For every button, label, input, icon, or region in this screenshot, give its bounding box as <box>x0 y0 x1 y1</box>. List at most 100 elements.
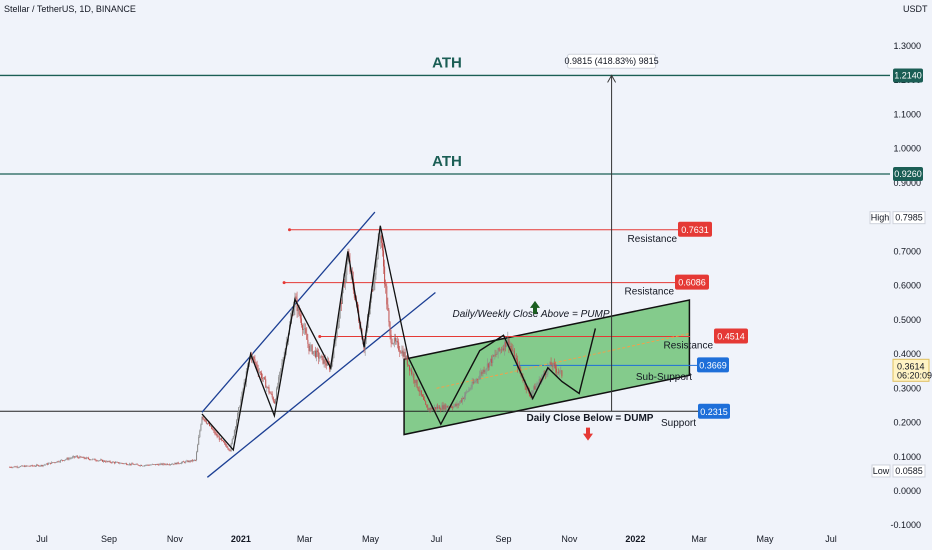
candle-body <box>191 460 193 462</box>
candle-body <box>375 259 377 275</box>
candle-body <box>534 386 536 390</box>
ath-badge <box>893 167 923 182</box>
candle-body <box>504 341 506 350</box>
chart-title: Stellar / TetherUS, 1D, BINANCE <box>4 4 136 14</box>
candle-body <box>255 362 257 365</box>
candle-body <box>50 462 52 464</box>
candle-body <box>199 430 201 438</box>
candle-body <box>146 464 148 466</box>
candle-body <box>142 465 144 467</box>
candle-body <box>97 460 99 462</box>
candle-body <box>62 459 64 461</box>
candle-body <box>217 436 219 438</box>
sub-support-badge-value: 0.3669 <box>699 360 727 370</box>
candle-body <box>374 274 376 284</box>
candle-body <box>308 343 310 351</box>
candle-body <box>475 379 477 382</box>
candle-body <box>11 467 13 468</box>
candle-body <box>482 369 484 374</box>
candle-body <box>86 457 88 459</box>
candle-body <box>396 341 398 342</box>
candle-body <box>398 342 400 351</box>
candle-body <box>183 461 185 463</box>
candle-body <box>189 460 191 462</box>
candle-body <box>196 452 198 461</box>
candle-body <box>100 459 102 461</box>
candle-body <box>127 464 129 466</box>
candle-body <box>104 460 106 462</box>
candle-body <box>165 463 167 465</box>
candle-body <box>326 361 328 366</box>
candle-body <box>469 388 471 390</box>
candle-body <box>144 465 146 466</box>
high-value-tag <box>892 211 926 225</box>
candle-body <box>429 408 431 410</box>
arrow-down-icon <box>583 427 593 441</box>
candle-body <box>79 456 81 459</box>
candle-body <box>32 465 34 467</box>
candle-body <box>431 407 433 410</box>
candle-body <box>325 363 327 366</box>
candle-body <box>236 420 238 427</box>
candle-body <box>41 465 43 467</box>
channel-zigzag <box>201 225 410 452</box>
candle-body <box>324 359 326 364</box>
candle-body <box>206 422 208 424</box>
candle-body <box>522 377 524 381</box>
candle-body <box>224 442 226 444</box>
candle-body <box>69 458 71 459</box>
candle-body <box>471 382 473 388</box>
candle-body <box>493 355 495 357</box>
candle-body <box>549 362 551 367</box>
candle-body <box>420 390 422 395</box>
channel-lower-line <box>206 291 436 478</box>
candle-body <box>190 460 192 462</box>
candle-body <box>82 457 84 458</box>
candle-body <box>463 398 465 399</box>
candle-body <box>39 465 41 467</box>
candle-body <box>444 404 446 410</box>
candle-body <box>187 460 189 463</box>
candle-body <box>186 460 188 462</box>
candle-body <box>138 465 140 466</box>
candle-body <box>170 464 172 465</box>
candle-body <box>455 404 457 406</box>
candle-body <box>30 465 32 467</box>
candle-body <box>27 465 29 467</box>
candle-body <box>17 467 19 468</box>
candle-body <box>135 464 137 465</box>
candle-body <box>538 379 540 384</box>
y-tick-label: 0.9000 <box>893 178 921 188</box>
candle-body <box>215 433 217 435</box>
candle-body <box>426 404 428 408</box>
candle-body <box>514 357 516 360</box>
candle-body <box>143 465 145 467</box>
candle-body <box>70 458 72 459</box>
projection-path <box>407 328 597 426</box>
high-value: 0.7985 <box>895 213 923 223</box>
candle-body <box>539 379 541 383</box>
candle-body <box>66 458 68 460</box>
x-tick-label: Sep <box>496 534 512 544</box>
candle-body <box>486 363 488 369</box>
candle-body <box>239 406 241 408</box>
candle-body <box>309 345 311 351</box>
candle-body <box>306 333 308 340</box>
candle-body <box>392 343 394 345</box>
candle-body <box>9 467 11 468</box>
candle-body <box>531 393 533 396</box>
candle-body <box>140 465 142 466</box>
candle-body <box>428 408 430 411</box>
candle-body <box>385 284 387 287</box>
candle-body <box>116 462 118 463</box>
candle-body <box>418 390 420 392</box>
candle-body <box>106 461 108 463</box>
candle-body <box>393 337 395 344</box>
candle-body <box>458 402 460 405</box>
candle-body <box>364 339 366 350</box>
candle-body <box>213 429 215 431</box>
candle-body <box>179 463 181 465</box>
resistance-label: Resistance <box>628 234 678 245</box>
